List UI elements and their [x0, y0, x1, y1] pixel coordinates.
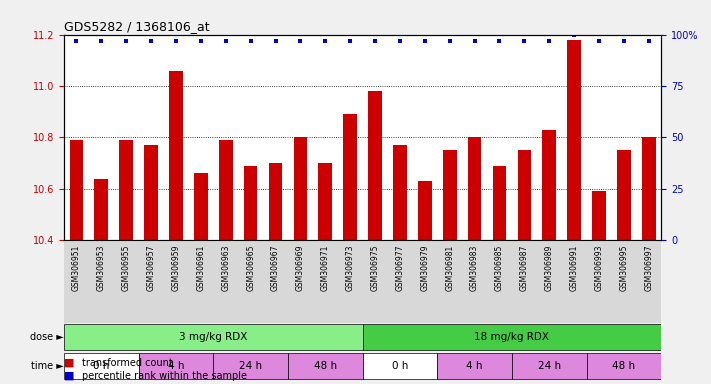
Text: 0 h: 0 h [93, 361, 109, 371]
Text: GSM306973: GSM306973 [346, 244, 355, 291]
Text: GSM306975: GSM306975 [370, 244, 380, 291]
Text: GSM306969: GSM306969 [296, 244, 305, 291]
Text: 4 h: 4 h [168, 361, 184, 371]
Text: GSM306961: GSM306961 [196, 244, 205, 291]
Bar [119, 140, 133, 240]
Bar [194, 174, 208, 240]
Text: GSM306951: GSM306951 [72, 244, 81, 291]
Bar [493, 166, 506, 240]
Text: 4 h: 4 h [466, 361, 483, 371]
Text: 24 h: 24 h [538, 361, 561, 371]
Bar [213, 353, 288, 379]
Bar [219, 140, 232, 240]
Text: ■: ■ [64, 358, 75, 368]
Text: 3 mg/kg RDX: 3 mg/kg RDX [179, 332, 247, 342]
Bar [567, 40, 581, 240]
Text: GSM306977: GSM306977 [395, 244, 405, 291]
Text: percentile rank within the sample: percentile rank within the sample [82, 371, 247, 381]
Text: GSM306963: GSM306963 [221, 244, 230, 291]
Bar [95, 179, 108, 240]
Text: 48 h: 48 h [612, 361, 636, 371]
Text: transformed count: transformed count [82, 358, 173, 368]
Text: 18 mg/kg RDX: 18 mg/kg RDX [474, 332, 550, 342]
Text: GSM306991: GSM306991 [570, 244, 579, 291]
Text: 24 h: 24 h [239, 361, 262, 371]
Bar [617, 150, 631, 240]
Text: GSM306959: GSM306959 [171, 244, 181, 291]
Text: GSM306995: GSM306995 [619, 244, 629, 291]
Text: dose ►: dose ► [31, 332, 64, 342]
Bar [244, 166, 257, 240]
Text: GSM306971: GSM306971 [321, 244, 330, 291]
Bar [642, 137, 656, 240]
Bar [592, 191, 606, 240]
Bar [468, 137, 481, 240]
Bar [368, 91, 382, 240]
Bar [343, 114, 357, 240]
Text: GSM306955: GSM306955 [122, 244, 131, 291]
Bar [542, 130, 556, 240]
Text: GSM306985: GSM306985 [495, 244, 504, 291]
Bar [512, 353, 587, 379]
Text: GSM306987: GSM306987 [520, 244, 529, 291]
Text: GSM306979: GSM306979 [420, 244, 429, 291]
Bar [64, 353, 139, 379]
Bar [393, 145, 407, 240]
Text: GSM306953: GSM306953 [97, 244, 106, 291]
Bar [64, 324, 363, 350]
Bar [363, 324, 661, 350]
Text: 48 h: 48 h [314, 361, 337, 371]
Bar [518, 150, 531, 240]
Bar [294, 137, 307, 240]
Bar [139, 353, 213, 379]
Bar [169, 71, 183, 240]
Text: GSM306957: GSM306957 [146, 244, 156, 291]
Text: ■: ■ [64, 371, 75, 381]
Text: GSM306981: GSM306981 [445, 244, 454, 291]
Bar [587, 353, 661, 379]
Text: time ►: time ► [31, 361, 64, 371]
Text: GSM306967: GSM306967 [271, 244, 280, 291]
Bar [437, 353, 512, 379]
Bar [288, 353, 363, 379]
Text: GDS5282 / 1368106_at: GDS5282 / 1368106_at [64, 20, 210, 33]
Bar [418, 181, 432, 240]
Bar [443, 150, 456, 240]
Bar [363, 353, 437, 379]
Bar [70, 140, 83, 240]
Text: GSM306997: GSM306997 [644, 244, 653, 291]
Text: GSM306965: GSM306965 [246, 244, 255, 291]
Text: GSM306989: GSM306989 [545, 244, 554, 291]
Text: GSM306983: GSM306983 [470, 244, 479, 291]
Bar [269, 163, 282, 240]
Text: 0 h: 0 h [392, 361, 408, 371]
Bar [144, 145, 158, 240]
Bar [319, 163, 332, 240]
Text: GSM306993: GSM306993 [594, 244, 604, 291]
